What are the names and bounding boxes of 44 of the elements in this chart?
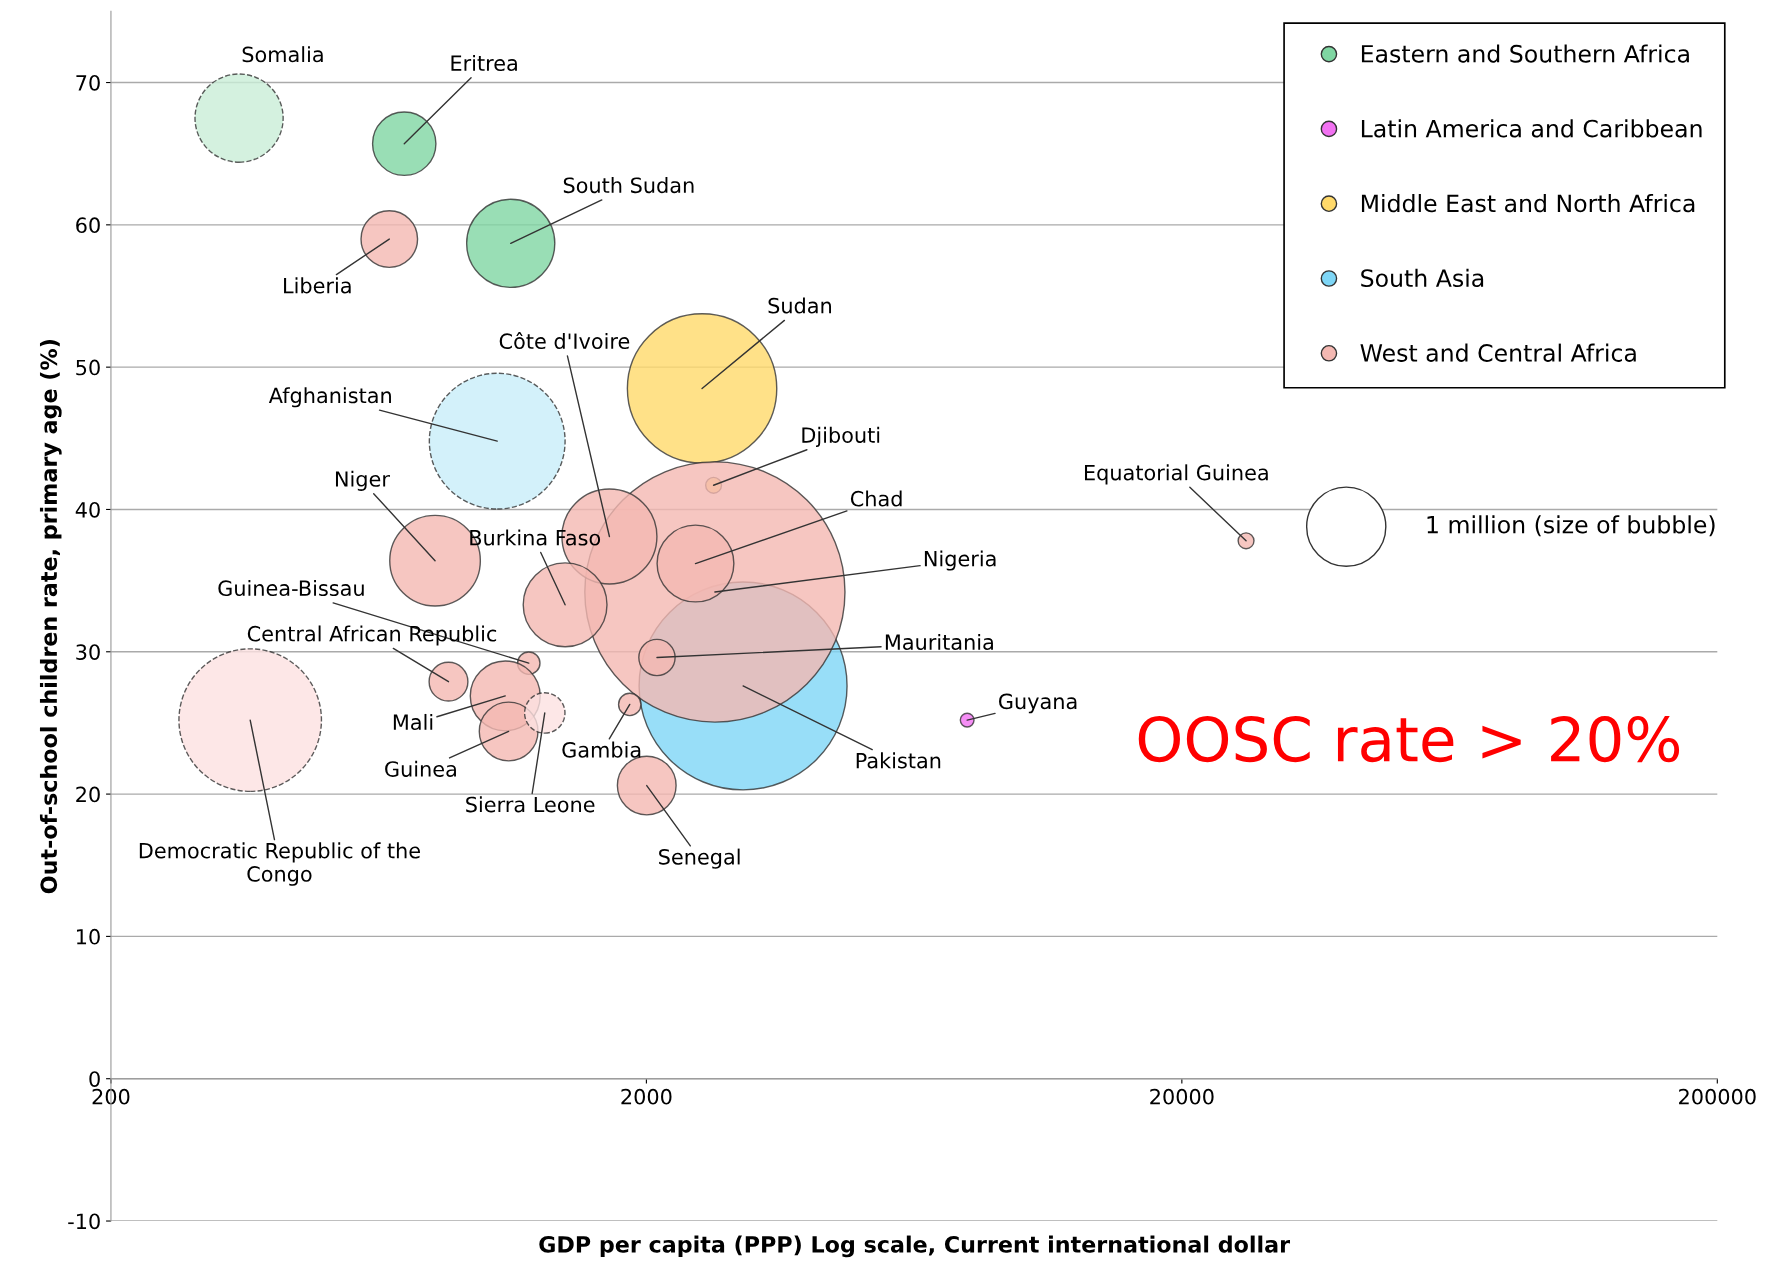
annotation: Gambia: [562, 741, 641, 758]
annotation: OOSC rate > 20%: [1138, 715, 1680, 763]
annotation: Afghanistan: [268, 387, 391, 408]
y-tick-label: 50: [76, 359, 100, 376]
legend-label: Middle East and North Africa: [1361, 194, 1695, 213]
annotation: Mauritania: [885, 633, 993, 651]
annotation: Senegal: [659, 848, 740, 869]
legend-label: Eastern and Southern Africa: [1361, 44, 1689, 63]
legend-label: West and Central Africa: [1360, 343, 1636, 362]
annotation: Pakistan: [856, 752, 941, 769]
y-tick-label: 40: [75, 501, 100, 518]
y-tick-label: 0: [89, 1071, 100, 1087]
y-tick-label: 60: [76, 217, 100, 234]
y-tick-label: 10: [76, 928, 100, 945]
x-tick-label: 200000: [1679, 1088, 1756, 1105]
annotation: Eritrea: [451, 54, 517, 72]
annotation: Sudan: [768, 297, 831, 314]
annotation: Côte d'Ivoire: [499, 332, 630, 350]
annotation: Chad: [850, 490, 902, 507]
annotation: Equatorial Guinea: [1085, 464, 1268, 485]
x-tick-label: 20000: [1150, 1088, 1214, 1105]
annotation: Democratic Republic of the Congo: [139, 842, 420, 886]
y-tick-label: -10: [68, 1213, 100, 1230]
annotation: Liberia: [284, 277, 351, 294]
annotation: Nigeria: [924, 550, 996, 571]
annotation: Guyana: [999, 693, 1077, 714]
annotation: Guinea-Bissau: [218, 579, 364, 597]
x-tick-label: 2000: [621, 1088, 672, 1105]
legend-label: 1 million (size of bubble): [1427, 515, 1715, 537]
y-tick-label: 20: [76, 786, 100, 803]
annotation: Mali: [393, 713, 433, 731]
legend-label: South Asia: [1361, 268, 1484, 288]
legend-label: Latin America and Caribbean: [1361, 119, 1702, 138]
x-axis-title: GDP per capita (PPP) Log scale, Current international dollar: [539, 1235, 1291, 1258]
y-tick-label: 70: [76, 74, 100, 91]
annotation: Niger: [335, 470, 390, 491]
annotation: Sierra Leone: [466, 796, 595, 813]
y-axis-title: Out-of-school children rate, primary age (%): [39, 340, 62, 894]
annotation: Guinea: [385, 760, 456, 777]
annotation: South Sudan: [563, 177, 694, 194]
annotation: Somalia: [242, 46, 323, 63]
annotation: Djibouti: [802, 426, 880, 447]
y-tick-label: 30: [76, 644, 100, 660]
x-tick-label: 200: [92, 1088, 130, 1105]
